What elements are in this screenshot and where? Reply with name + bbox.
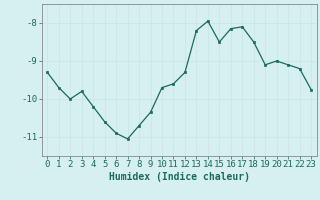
X-axis label: Humidex (Indice chaleur): Humidex (Indice chaleur) (109, 172, 250, 182)
